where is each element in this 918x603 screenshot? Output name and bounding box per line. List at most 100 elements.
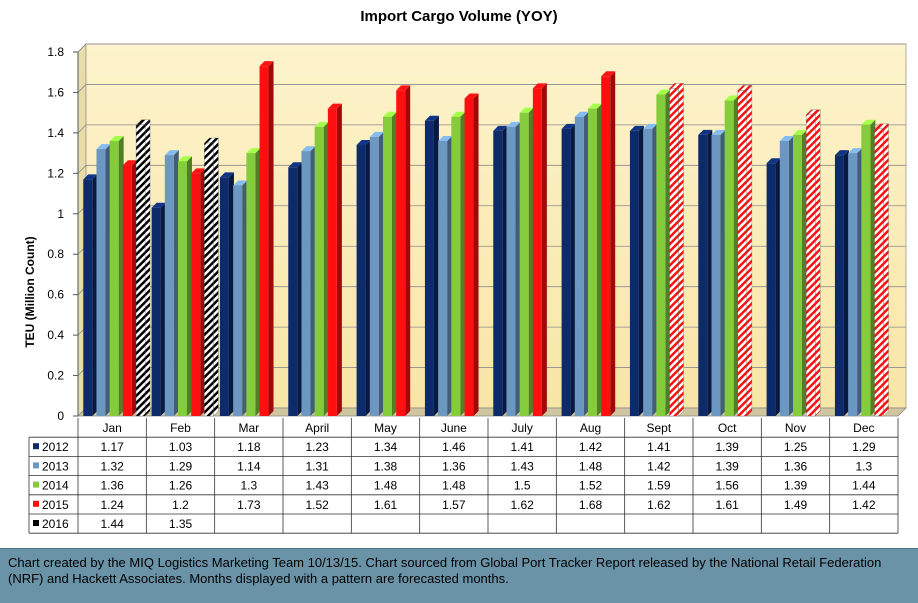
table-cell: 1.23 [305, 440, 329, 454]
bar-top [506, 121, 521, 127]
bar-side [597, 103, 602, 416]
bar-side [870, 119, 876, 417]
bar-2012-april [288, 162, 303, 416]
bar-front [629, 130, 639, 416]
bar-front [219, 177, 229, 416]
bar-top [724, 95, 739, 101]
table-cell: 1.43 [305, 479, 329, 493]
table-cell: 1.29 [169, 459, 193, 473]
bar-front [438, 140, 448, 416]
bar-side [665, 89, 671, 416]
bar-front [848, 153, 858, 416]
bar-2014-feb [178, 156, 192, 416]
table-cell: 1.52 [305, 498, 329, 512]
bar-side [857, 148, 863, 416]
x-category-label: Feb [170, 421, 191, 435]
bar-top [532, 83, 547, 89]
bar-2012-july [493, 125, 508, 416]
bar-front [669, 88, 679, 417]
bar-side [378, 131, 384, 416]
bar-2012-aug [561, 123, 576, 416]
bar-2014-may [383, 111, 397, 416]
bar-2013-oct [711, 129, 726, 416]
bar-top [424, 115, 439, 121]
table-cell: 1.43 [510, 459, 534, 473]
y-tick-label: 0 [57, 409, 64, 423]
bar-top [233, 180, 248, 186]
bar-side [678, 83, 684, 417]
x-category-label: May [374, 421, 397, 435]
bar-front [424, 120, 434, 416]
bar-top [369, 131, 384, 137]
table-cell: 1.44 [100, 517, 124, 531]
bar-top [96, 144, 111, 150]
bar-side [610, 71, 616, 417]
table-cell: 1.42 [579, 440, 603, 454]
legend-key-2013 [33, 462, 39, 469]
bar-top [698, 129, 713, 135]
bar-front [178, 161, 187, 416]
table-cell: 1.25 [784, 440, 808, 454]
y-tick-label: 1.2 [47, 166, 64, 180]
table-cell: 1.62 [647, 498, 671, 512]
bar-side [405, 85, 411, 416]
bar-2014-april [314, 121, 329, 417]
bar-2015-sept [669, 83, 684, 417]
bar-2015-aug [601, 71, 616, 417]
bar-2014-aug [588, 103, 602, 416]
y-tick-label: 0.2 [47, 369, 64, 383]
bar-front [574, 116, 584, 416]
table-cell: 1.42 [852, 498, 876, 512]
bar-side [447, 135, 453, 416]
bar-top [519, 107, 534, 113]
table-cell: 1.38 [374, 459, 398, 473]
bar-side [788, 135, 794, 416]
x-category-label: April [305, 421, 329, 435]
table-cell: 1.35 [169, 517, 193, 531]
x-category-label: Mar [238, 421, 259, 435]
bar-front [122, 165, 132, 416]
table-cell: 1.31 [305, 459, 329, 473]
bar-side [213, 137, 219, 417]
bar-front [711, 134, 721, 416]
table-cell: 1.68 [579, 498, 603, 512]
bar-2015-june [464, 93, 479, 416]
bar-2015-oct [737, 85, 753, 417]
chart-plot: 0 0.2 0.4 0.6 0.8 1 1.2 1.4 1.6 1.8 Jan Feb Mar Apri… [28, 43, 907, 534]
bar-2014-sept [656, 89, 671, 416]
bar-2013-aug [574, 111, 589, 416]
bar-front [383, 116, 392, 416]
gridline [77, 43, 906, 53]
bar-2014-oct [724, 95, 739, 417]
table-cell: 1.41 [647, 440, 671, 454]
bar-2016-jan [135, 119, 151, 417]
bar-top [574, 111, 589, 117]
bar-top [834, 150, 849, 156]
bar-front [191, 173, 201, 416]
bar-top [793, 129, 807, 135]
bar-2012-dec [834, 150, 849, 416]
bar-front [834, 155, 844, 416]
bar-side [392, 111, 397, 416]
x-category-label: June [441, 421, 467, 435]
bar-front [396, 90, 406, 416]
bar-side [118, 135, 124, 416]
table-cell: 1.73 [237, 498, 261, 512]
bar-top [451, 111, 466, 117]
table-cell: 1.17 [100, 440, 124, 454]
table-cell: 1.61 [715, 498, 739, 512]
bar-front [806, 114, 816, 417]
bar-2013-april [301, 146, 316, 417]
bar-side [160, 202, 166, 416]
bar-front [766, 163, 776, 416]
bar-2013-dec [848, 148, 863, 416]
bar-top [493, 125, 508, 131]
bar-front [314, 126, 324, 417]
table-cell: 1.61 [374, 498, 398, 512]
bar-side [746, 85, 753, 417]
bar-front [164, 155, 174, 416]
table-cell: 1.62 [510, 498, 534, 512]
table-cell: 1.57 [442, 498, 466, 512]
table-cell: 1.36 [100, 479, 124, 493]
bar-side [297, 162, 303, 416]
